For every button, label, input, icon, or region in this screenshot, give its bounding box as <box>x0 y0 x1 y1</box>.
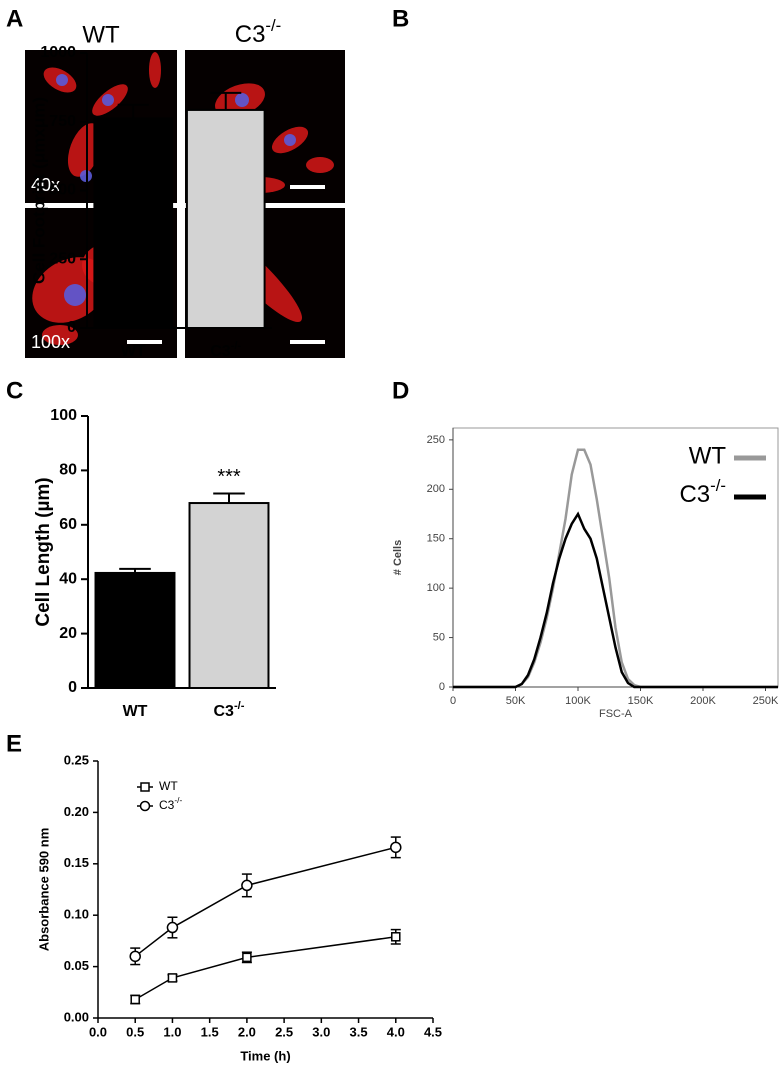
marker <box>166 921 179 934</box>
y-tick-label: 500 <box>49 182 76 199</box>
x-tick-label: 0.0 <box>89 1024 107 1039</box>
y-tick-label: 0.20 <box>64 804 89 819</box>
y-tick-label: 100 <box>427 582 445 594</box>
x-tick-label: 1.5 <box>201 1024 219 1039</box>
x-tick-label: C3-/- <box>213 700 244 720</box>
line <box>134 846 396 957</box>
x-tick-label: 4.0 <box>387 1024 405 1039</box>
x-tick-label: 2.0 <box>238 1024 256 1039</box>
panel-label: E <box>6 730 22 757</box>
y-tick-label: 250 <box>427 434 445 446</box>
column-label: C3-/- <box>235 16 282 48</box>
marker <box>241 879 253 892</box>
x-tick-label: 250K <box>753 695 779 707</box>
y-tick-label: 20 <box>59 625 77 642</box>
y-tick-label: 0.00 <box>64 1009 89 1024</box>
annotation: *** <box>217 466 241 488</box>
y-tick-label: 100 <box>50 407 77 424</box>
x-tick-label: C3-/- <box>210 340 241 360</box>
x-tick-label: 100K <box>565 695 591 707</box>
bar <box>188 502 270 690</box>
x-tick-label: 1.0 <box>163 1024 181 1039</box>
column-label: WT <box>82 21 120 48</box>
y-axis-label: Cell Footprint (μmxμm) <box>29 97 48 284</box>
y-axis-label: Cell Length (µm) <box>33 477 54 626</box>
bar <box>94 571 176 689</box>
legend-label: C3-/- <box>679 476 726 508</box>
marker <box>391 932 401 942</box>
y-tick-label: 0.05 <box>64 958 89 973</box>
panel-label: D <box>392 377 409 404</box>
y-tick-label: 200 <box>427 483 445 495</box>
x-axis-label: Time (h) <box>240 1048 290 1063</box>
x-tick-label: 3.5 <box>350 1024 368 1039</box>
y-tick-label: 150 <box>427 533 445 545</box>
marker <box>130 994 140 1005</box>
line <box>134 936 396 1001</box>
y-axis-label: Absorbance 590 nm <box>36 828 51 952</box>
marker <box>242 952 252 963</box>
panel-label: A <box>6 5 23 32</box>
line <box>453 511 778 689</box>
y-tick-label: 250 <box>49 250 76 267</box>
x-tick-label: 50K <box>506 695 526 707</box>
x-tick-label: 200K <box>690 695 716 707</box>
legend-label: WT <box>159 779 178 793</box>
marker <box>390 841 402 854</box>
magnification-label: 40x <box>31 175 60 195</box>
x-axis-label: FSC-A <box>599 708 633 720</box>
x-tick-label: 4.5 <box>424 1024 442 1039</box>
y-tick-label: 80 <box>59 462 77 479</box>
y-tick-label: 0 <box>439 681 445 693</box>
legend-label: WT <box>689 442 727 469</box>
marker <box>167 973 178 983</box>
legend-marker <box>140 782 150 792</box>
x-tick-label: 150K <box>628 695 654 707</box>
y-tick-label: 0.15 <box>64 855 89 870</box>
y-tick-label: 1000 <box>40 44 76 61</box>
y-tick-label: 50 <box>433 631 445 643</box>
x-tick-label: 0 <box>450 695 456 707</box>
bar <box>93 117 174 329</box>
y-axis-label: # Cells <box>392 540 404 575</box>
y-tick-label: 750 <box>49 113 76 130</box>
y-tick-label: 0 <box>68 679 77 696</box>
y-tick-label: 40 <box>59 570 77 587</box>
x-tick-label: WT <box>123 703 148 720</box>
y-tick-label: 60 <box>59 516 77 533</box>
y-tick-label: 0.10 <box>64 907 89 922</box>
legend-label: C3-/- <box>159 795 182 812</box>
x-tick-label: 0.5 <box>126 1024 144 1039</box>
x-tick-label: WT <box>121 343 146 360</box>
magnification-label: 100x <box>31 332 70 352</box>
x-tick-label: 2.5 <box>275 1024 293 1039</box>
y-tick-label: 0 <box>67 319 76 336</box>
legend-marker <box>139 800 151 812</box>
panel-label: C <box>6 377 23 404</box>
marker <box>129 950 141 963</box>
panel-label: B <box>392 5 409 32</box>
y-tick-label: 0.25 <box>64 752 89 767</box>
x-tick-label: 3.0 <box>312 1024 330 1039</box>
bar <box>185 108 266 329</box>
